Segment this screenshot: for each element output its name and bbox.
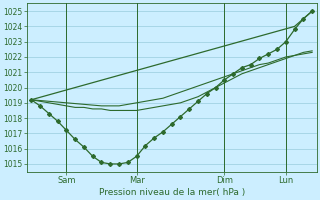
X-axis label: Pression niveau de la mer( hPa ): Pression niveau de la mer( hPa ) (99, 188, 245, 197)
